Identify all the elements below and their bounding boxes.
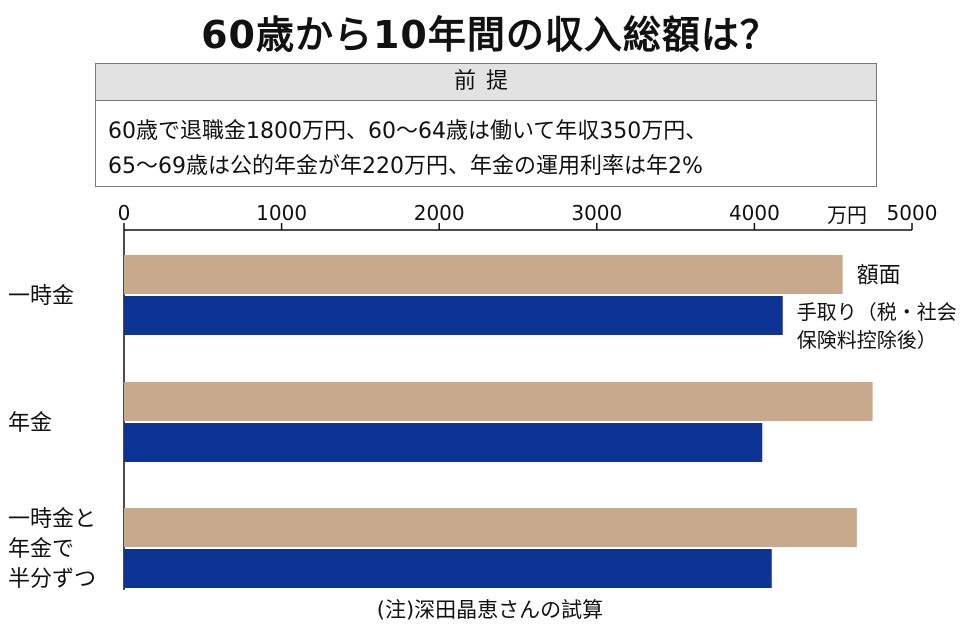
bar-gross [124, 382, 873, 421]
bar-net [124, 423, 763, 462]
x-tick-label: 4000 [729, 201, 780, 225]
legend-gross-label: 額面 [857, 264, 901, 289]
category-label: 年金 [8, 411, 52, 436]
premise-heading: 前提 [96, 64, 876, 101]
bar-net [124, 549, 772, 588]
chart-title: 60歳から10年間の収入総額は？ [201, 13, 779, 57]
category-label: 一時金と [8, 507, 96, 532]
bar-gross [124, 508, 857, 547]
category-label: 一時金 [8, 284, 74, 309]
bar-gross [124, 255, 843, 294]
x-tick-label: 0 [118, 201, 131, 225]
x-tick-label: 1000 [256, 201, 307, 225]
category-label: 半分ずつ [8, 567, 96, 592]
premise-line-2: 65～69歳は公的年金が年220万円、年金の運用利率は年2% [108, 154, 703, 179]
x-tick-label: 2000 [414, 201, 465, 225]
bar-net [124, 296, 783, 335]
x-axis-unit: 万円 [827, 203, 867, 227]
legend-net-label: 保険料控除後） [797, 328, 937, 352]
x-tick-label: 5000 [887, 201, 938, 225]
premise-line-1: 60歳で退職金1800万円、60～64歳は働いて年収350万円、 [108, 119, 708, 144]
category-label: 年金で [8, 537, 74, 562]
source-note: (注)深田晶恵さんの試算 [376, 598, 604, 622]
x-tick-label: 3000 [571, 201, 622, 225]
premise-box: 前提 60歳で退職金1800万円、60～64歳は働いて年収350万円、 65～6… [95, 63, 877, 187]
legend-net-label: 手取り（税・社会 [797, 300, 957, 324]
